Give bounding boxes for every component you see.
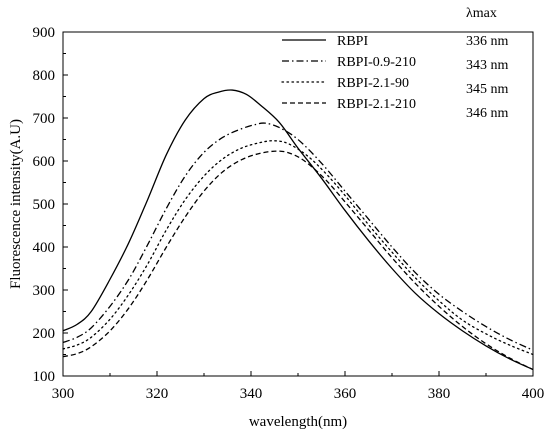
y-tick-label: 700 <box>33 111 56 127</box>
legend-label-1: RBPI <box>337 34 368 49</box>
y-tick-label: 100 <box>33 369 56 385</box>
y-tick-label: 300 <box>33 283 56 299</box>
y-tick-label: 800 <box>33 68 56 84</box>
legend-label-4: RBPI-2.1-210 <box>337 97 416 112</box>
lambda-max-value-2: 343 nm <box>466 58 509 73</box>
series-line-2 <box>62 122 534 351</box>
lambda-max-header: λmax <box>466 6 497 21</box>
y-tick-label: 600 <box>33 154 56 170</box>
legend: RBPI 336 nm RBPI-0.9-210 343 nm RBPI-2.1-90 3… <box>281 34 509 121</box>
x-tick-label: 360 <box>334 386 357 402</box>
lambda-max-value-1: 336 nm <box>466 34 509 49</box>
series-line-3 <box>62 140 534 356</box>
lambda-max-value-3: 345 nm <box>466 82 509 97</box>
plot-border <box>62 31 534 377</box>
x-axis-title: wavelength(nm) <box>249 414 347 430</box>
series-lines <box>62 89 534 371</box>
y-tick-label: 200 <box>33 326 56 342</box>
legend-label-3: RBPI-2.1-90 <box>337 76 409 91</box>
y-axis-title: Fluorescence intensity(A.U) <box>8 119 24 289</box>
y-tick-label: 400 <box>33 240 56 256</box>
x-tick-label: 400 <box>522 386 545 402</box>
x-tick-label: 320 <box>146 386 169 402</box>
lambda-max-value-4: 346 nm <box>466 106 509 121</box>
series-line-1 <box>62 89 534 371</box>
plot-frame <box>62 31 534 377</box>
x-tick-label: 380 <box>428 386 451 402</box>
series-line-4 <box>62 150 534 371</box>
y-tick-label: 500 <box>33 197 56 213</box>
x-tick-label: 300 <box>52 386 75 402</box>
legend-label-2: RBPI-0.9-210 <box>337 55 416 70</box>
x-tick-label: 340 <box>240 386 263 402</box>
axis-ticks: 300 320 340 360 380 400 100 200 300 400 500 600 700 8… <box>33 25 545 402</box>
y-tick-label: 900 <box>33 25 56 41</box>
